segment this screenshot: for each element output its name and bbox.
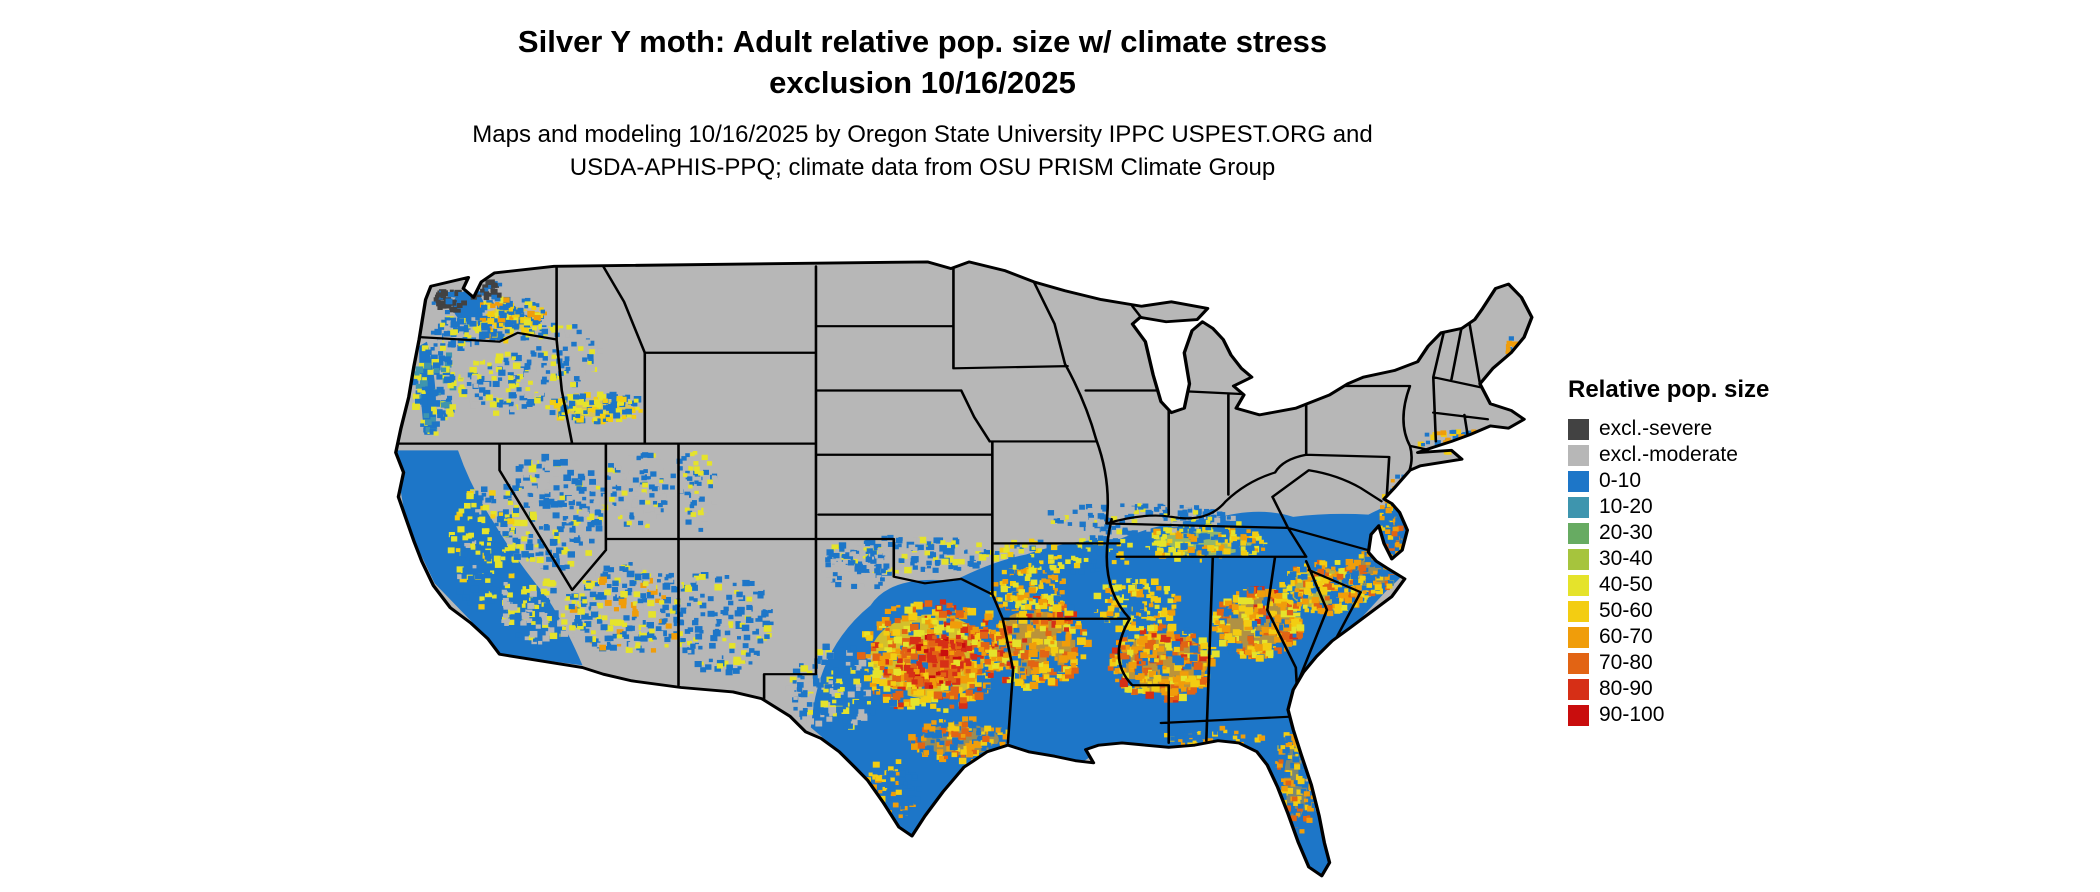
legend-entry-40-50: 40-50 (1568, 572, 1828, 598)
us-map (394, 260, 1534, 878)
legend-items: excl.-severe excl.-moderate 0-10 10-20 20-30… (1568, 416, 1828, 728)
legend-entry-excl.-moderate: excl.-moderate (1568, 442, 1828, 468)
legend-entry-80-90: 80-90 (1568, 676, 1828, 702)
legend-swatch (1568, 522, 1589, 544)
figure-subtitle-line1: Maps and modeling 10/16/2025 by Oregon S… (472, 120, 1373, 148)
legend-entry-excl.-severe: excl.-severe (1568, 416, 1828, 442)
legend-swatch (1568, 626, 1589, 648)
legend-label: 40-50 (1599, 573, 1653, 596)
legend-entry-90-100: 90-100 (1568, 702, 1828, 728)
legend-label: 10-20 (1599, 495, 1653, 518)
legend-label: 20-30 (1599, 521, 1653, 544)
legend-label: excl.-moderate (1599, 443, 1738, 466)
legend-entry-10-20: 10-20 (1568, 494, 1828, 520)
legend-swatch (1568, 704, 1589, 726)
legend-entry-20-30: 20-30 (1568, 520, 1828, 546)
state-borders (397, 265, 1490, 745)
figure-subtitle-line2: USDA-APHIS-PPQ; climate data from OSU PR… (569, 153, 1276, 181)
legend-entry-30-40: 30-40 (1568, 546, 1828, 572)
legend-label: 60-70 (1599, 625, 1653, 648)
figure-title: Silver Y moth: Adult relative pop. size … (0, 22, 1845, 104)
legend-label: excl.-severe (1599, 417, 1713, 440)
map-legend: Relative pop. size excl.-severe excl.-mod… (1568, 376, 1828, 728)
legend-entry-70-80: 70-80 (1568, 650, 1828, 676)
figure-subtitle: Maps and modeling 10/16/2025 by Oregon S… (0, 118, 1845, 184)
legend-swatch (1568, 470, 1589, 492)
legend-swatch (1568, 444, 1589, 466)
figure-header: Silver Y moth: Adult relative pop. size … (0, 22, 1845, 184)
legend-entry-60-70: 60-70 (1568, 624, 1828, 650)
us-map-container (305, 222, 1550, 887)
legend-swatch (1568, 574, 1589, 596)
legend-swatch (1568, 678, 1589, 700)
legend-label: 0-10 (1599, 469, 1642, 492)
legend-swatch (1568, 418, 1589, 440)
legend-swatch (1568, 548, 1589, 570)
legend-label: 90-100 (1599, 703, 1665, 726)
legend-label: 80-90 (1599, 677, 1653, 700)
figure-title-line1: Silver Y moth: Adult relative pop. size … (517, 24, 1328, 59)
legend-swatch (1568, 496, 1589, 518)
legend-title: Relative pop. size (1568, 376, 1770, 403)
legend-entry-0-10: 0-10 (1568, 468, 1828, 494)
legend-swatch (1568, 652, 1589, 674)
figure-title-line2: exclusion 10/16/2025 (769, 64, 1076, 100)
legend-label: 70-80 (1599, 651, 1653, 674)
legend-swatch (1568, 600, 1589, 622)
legend-label: 50-60 (1599, 599, 1653, 622)
legend-label: 30-40 (1599, 547, 1653, 570)
legend-entry-50-60: 50-60 (1568, 598, 1828, 624)
